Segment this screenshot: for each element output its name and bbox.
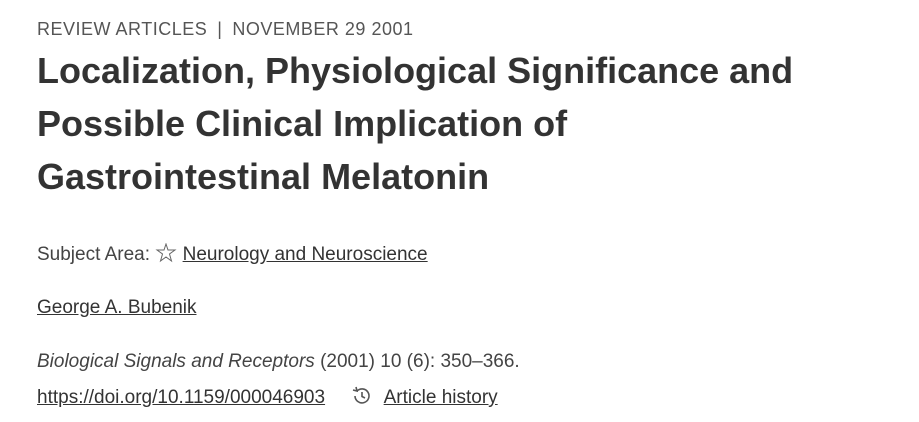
subject-link[interactable]: Neurology and Neuroscience	[182, 244, 428, 265]
citation-details: (2001) 10 (6): 350–366.	[320, 351, 520, 372]
title-line: Gastrointestinal Melatonin	[37, 156, 490, 197]
subject-icon	[155, 242, 177, 263]
author-link[interactable]: George A. Bubenik	[37, 297, 197, 318]
citation-row: Biological Signals and Receptors (2001) …	[37, 351, 520, 373]
publish-date: NOVEMBER 29 2001	[232, 19, 414, 39]
history-icon	[353, 386, 371, 404]
separator: |	[217, 19, 223, 39]
title-line: Possible Clinical Implication of	[37, 103, 568, 144]
subject-row: Subject Area: Neurology and Neuroscience	[37, 242, 428, 266]
journal: Biological Signals and Receptors	[37, 351, 315, 372]
subject-label: Subject Area:	[37, 244, 151, 265]
history-link[interactable]: Article history	[383, 387, 498, 408]
author-row: George A. Bubenik	[37, 297, 197, 319]
article-meta: REVIEW ARTICLES | NOVEMBER 29 2001	[37, 19, 414, 40]
title-line: Localization, Physiological Significance…	[37, 50, 794, 91]
doi-row: https://doi.org/10.1159/000046903 Articl…	[37, 386, 498, 409]
section-label: REVIEW ARTICLES	[37, 19, 208, 39]
doi-link[interactable]: https://doi.org/10.1159/000046903	[37, 387, 326, 408]
